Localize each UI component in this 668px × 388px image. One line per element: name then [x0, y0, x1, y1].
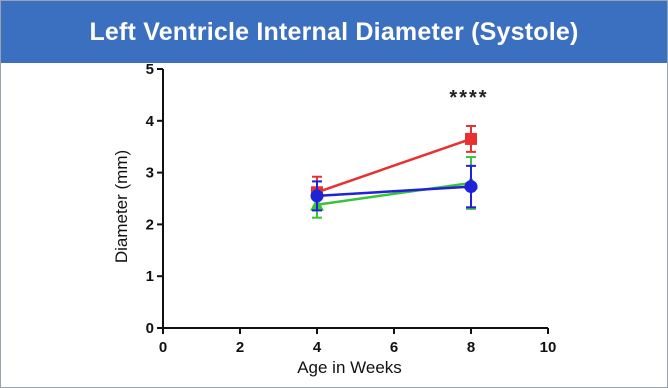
chart-plot: 0 1 2 3 4 5 0 2 4 6 8 10 Age in Weeks Diameter (mm) **… — [112, 63, 557, 377]
y-tick-label: 4 — [146, 113, 155, 130]
y-tick-label: 0 — [146, 320, 154, 337]
series-0-marker — [465, 132, 477, 145]
y-tick-label: 5 — [146, 63, 154, 78]
x-axis-title: Age in Weeks — [297, 358, 402, 377]
series-2-line — [316, 185, 472, 198]
x-tick-label: 8 — [467, 339, 475, 356]
x-tick-label: 2 — [236, 339, 244, 356]
y-axis-title: Diameter (mm) — [112, 150, 131, 263]
x-tick-label: 4 — [313, 339, 322, 356]
x-tick-label: 6 — [390, 339, 398, 356]
series-2-marker — [464, 180, 478, 194]
y-tick-label: 2 — [146, 216, 154, 233]
x-tick-label: 10 — [540, 339, 557, 356]
series-2-marker — [310, 189, 324, 203]
y-tick-label: 1 — [146, 268, 154, 285]
series-0-line — [316, 137, 472, 194]
x-tick-label: 0 — [159, 339, 167, 356]
chart-title: Left Ventricle Internal Diameter (Systol… — [89, 17, 579, 46]
significance-annotation: **** — [449, 87, 488, 109]
y-tick-label: 3 — [146, 165, 154, 182]
title-bar: Left Ventricle Internal Diameter (Systol… — [1, 1, 667, 63]
series-1-line — [316, 181, 472, 206]
